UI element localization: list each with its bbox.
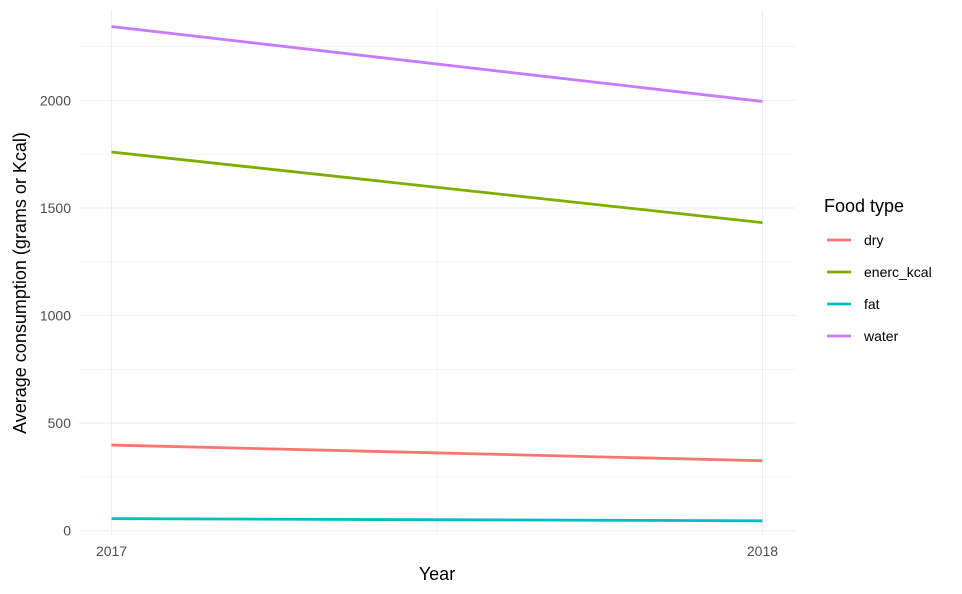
series-lines [111,25,763,523]
series-line-fat [111,517,763,523]
x-axis-ticks: 2017 2018 [96,543,778,559]
y-axis-ticks: 0 500 1000 1500 2000 [40,92,71,538]
x-tick-label: 2018 [747,543,778,559]
y-tick-label: 1000 [40,308,71,324]
grid [79,10,795,535]
y-tick-label: 500 [48,415,72,431]
legend-title: Food type [824,196,904,216]
legend-label-dry: dry [864,232,883,248]
legend-label-water: water [863,328,899,344]
legend-label-enerc_kcal: enerc_kcal [864,264,932,280]
y-tick-label: 1500 [40,200,71,216]
legend-label-fat: fat [864,296,880,312]
series-line-dry [111,443,763,463]
y-axis-title: Average consumption (grams or Kcal) [10,132,30,434]
x-tick-label: 2017 [96,543,127,559]
series-line-water [111,25,763,103]
x-axis-title: Year [419,564,455,584]
series-line-enerc_kcal [111,150,763,224]
y-tick-label: 2000 [40,92,71,108]
y-tick-label: 0 [63,523,71,539]
